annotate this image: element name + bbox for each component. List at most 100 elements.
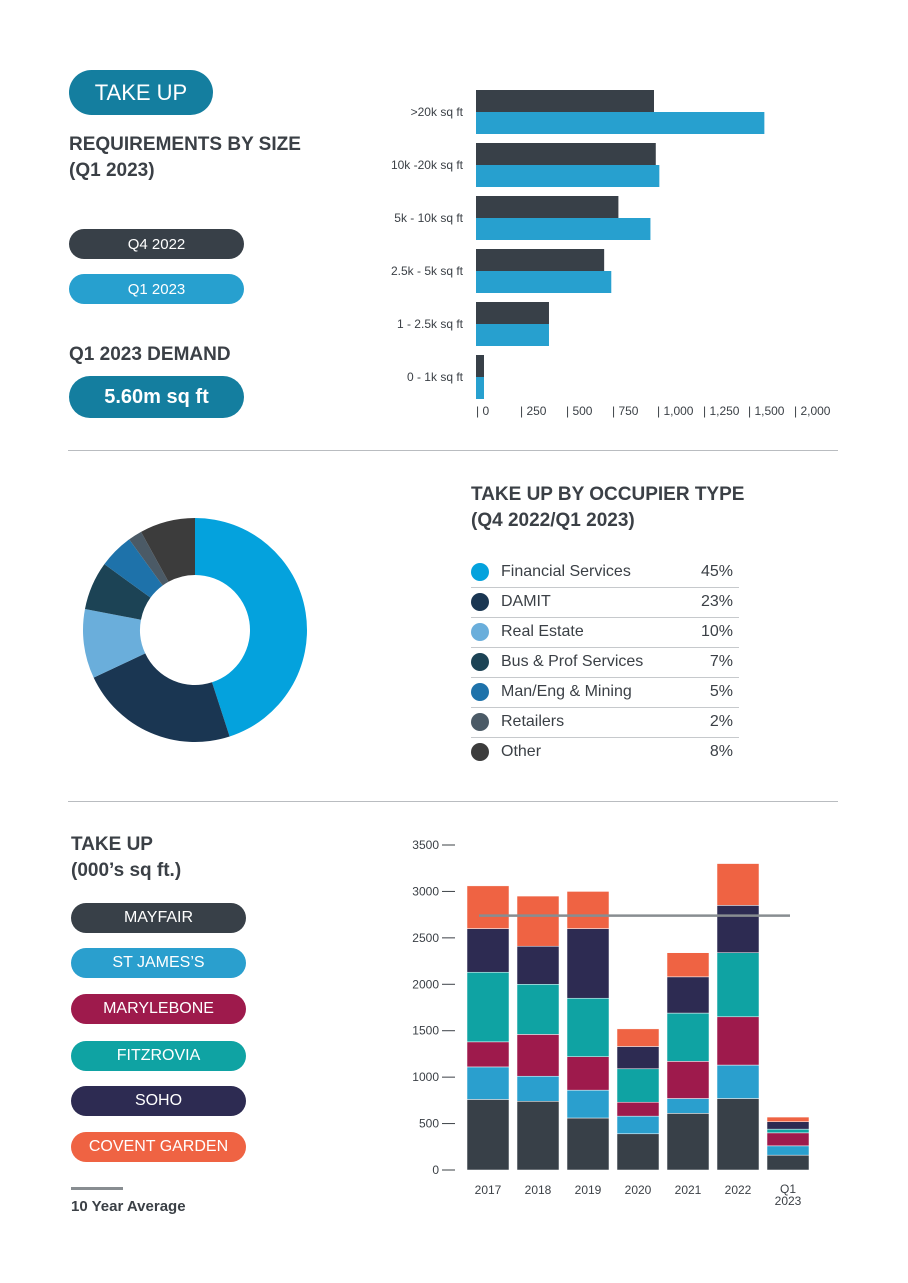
- donut-slice-6: [141, 518, 195, 582]
- x-tick-label: | 1,500: [748, 404, 785, 418]
- y-tick-label: 1000: [412, 1070, 439, 1084]
- x-category-label: 2022: [725, 1183, 752, 1197]
- occupier-title: TAKE UP BY OCCUPIER TYPE (Q4 2022/Q1 202…: [471, 484, 745, 531]
- demand-value-pill: 5.60m sq ft: [69, 376, 244, 418]
- area-legend-pill: FITZROVIA: [71, 1041, 246, 1071]
- y-tick-label: 2000: [412, 977, 439, 991]
- legend-dot-icon: [471, 743, 489, 761]
- stack-segment-3-0: [466, 971, 510, 1043]
- area-legend-label: SOHO: [134, 1092, 183, 1109]
- bar-q1-2023-3: [476, 271, 612, 293]
- stack-segment-4-1: [516, 945, 560, 985]
- y-tick-label: 500: [419, 1117, 439, 1131]
- stack-segment-0-5: [716, 1098, 760, 1171]
- take-up-stacked-chart: 0 500 1000 1500 2000 2500 3000 3500 2017 2018 2019…: [412, 838, 810, 1208]
- stack-segment-2-3: [616, 1101, 660, 1117]
- legend-dot-icon: [471, 563, 489, 581]
- occupier-percent: 23%: [700, 593, 733, 610]
- y-tick-label: 3500: [412, 838, 439, 852]
- area-legend-pill: ST JAMES’S: [71, 948, 246, 978]
- legend-dot-icon: [471, 623, 489, 641]
- divider-2: [68, 801, 838, 802]
- category-label: 1 - 2.5k sq ft: [397, 317, 464, 331]
- bar-q4-2022-2: [476, 196, 619, 218]
- donut-slice-1: [93, 653, 230, 742]
- stack-segment-5-1: [516, 895, 560, 947]
- occupier-label: Financial Services: [501, 563, 631, 580]
- bar-q4-2022-5: [476, 355, 484, 377]
- bar-q1-2023-5: [476, 377, 484, 399]
- stack-segment-5-2: [566, 891, 610, 929]
- take-up-title: TAKE UP (000’s sq ft.): [71, 834, 182, 881]
- occupier-percent: 5%: [709, 683, 733, 700]
- legend-dot-icon: [471, 683, 489, 701]
- category-label: 2.5k - 5k sq ft: [391, 264, 464, 278]
- stack-segment-2-5: [716, 1016, 760, 1066]
- stack-segment-0-6: [766, 1154, 810, 1171]
- category-label: 10k -20k sq ft: [391, 158, 464, 172]
- stack-segment-3-1: [516, 984, 560, 1035]
- occupier-percent: 45%: [700, 563, 733, 580]
- occupier-label: DAMIT: [501, 593, 551, 610]
- occupier-legend-row: Man/Eng & Mining 5%: [471, 677, 739, 708]
- category-label: 5k - 10k sq ft: [394, 211, 463, 225]
- stack-segment-5-3: [616, 1028, 660, 1047]
- bar-q1-2023-4: [476, 324, 549, 346]
- area-legend-label: MARYLEBONE: [103, 1000, 214, 1017]
- stack-segment-1-4: [666, 1098, 710, 1114]
- legend-dot-icon: [471, 593, 489, 611]
- stack-segment-2-6: [766, 1132, 810, 1147]
- demand-value: 5.60m sq ft: [104, 385, 209, 408]
- area-legend-pill: COVENT GARDEN: [71, 1132, 246, 1162]
- x-tick-label: | 1,000: [657, 404, 694, 418]
- stack-segment-0-2: [566, 1117, 610, 1171]
- stack-segment-0-4: [666, 1113, 710, 1171]
- occupier-legend-row: Real Estate 10%: [471, 617, 739, 648]
- stack-segment-0-3: [616, 1133, 660, 1171]
- stack-segment-1-0: [466, 1066, 510, 1100]
- occupier-label: Bus & Prof Services: [501, 653, 644, 670]
- donut-slice-0: [195, 518, 307, 737]
- occupier-legend-row: Financial Services 45%: [471, 557, 739, 588]
- area-legend-label: FITZROVIA: [116, 1047, 201, 1064]
- occupier-label: Retailers: [501, 713, 565, 730]
- category-label: 0 - 1k sq ft: [407, 370, 464, 384]
- stack-segment-1-3: [616, 1115, 660, 1135]
- stack-segment-4-2: [566, 928, 610, 999]
- legend-dot-icon: [471, 713, 489, 731]
- x-tick-label: | 1,250: [703, 404, 740, 418]
- x-tick-label: | 750: [612, 404, 639, 418]
- legend-dot-icon: [471, 653, 489, 671]
- bar-q4-2022-1: [476, 143, 656, 165]
- stack-segment-2-2: [566, 1056, 610, 1091]
- take-up-badge: TAKE UP: [69, 70, 213, 115]
- area-legend-pill: MARYLEBONE: [71, 994, 246, 1024]
- bar-q1-2023-2: [476, 218, 651, 240]
- area-legend-pill: MAYFAIR: [71, 903, 246, 933]
- bar-q4-2022-0: [476, 90, 654, 112]
- bar-q1-2023-0: [476, 112, 765, 134]
- stack-segment-5-5: [716, 863, 760, 906]
- stack-segment-1-6: [766, 1145, 810, 1156]
- occupier-label: Man/Eng & Mining: [501, 683, 632, 700]
- take-up-badge-label: TAKE UP: [94, 79, 188, 105]
- area-legend-pill: SOHO: [71, 1086, 246, 1116]
- donut-slice-3: [84, 564, 151, 620]
- stack-segment-4-4: [666, 976, 710, 1014]
- divider-1: [68, 450, 838, 451]
- occupier-label: Other: [501, 743, 542, 760]
- x-category-label: Q1 2023: [775, 1182, 802, 1208]
- bar-q4-2022-4: [476, 302, 549, 324]
- x-category-label: 2021: [675, 1183, 702, 1197]
- x-category-label: 2017: [475, 1183, 502, 1197]
- stack-segment-3-2: [566, 997, 610, 1057]
- occupier-legend-row: Other 8%: [471, 737, 739, 767]
- donut-slice-4: [104, 539, 163, 598]
- occupier-legend-row: Bus & Prof Services 7%: [471, 647, 739, 678]
- stack-segment-1-5: [716, 1064, 760, 1099]
- stack-segment-4-5: [716, 905, 760, 953]
- x-tick-label: | 0: [476, 404, 489, 418]
- stack-segment-2-4: [666, 1061, 710, 1099]
- stack-segment-3-4: [666, 1012, 710, 1062]
- stack-segment-3-6: [766, 1128, 810, 1134]
